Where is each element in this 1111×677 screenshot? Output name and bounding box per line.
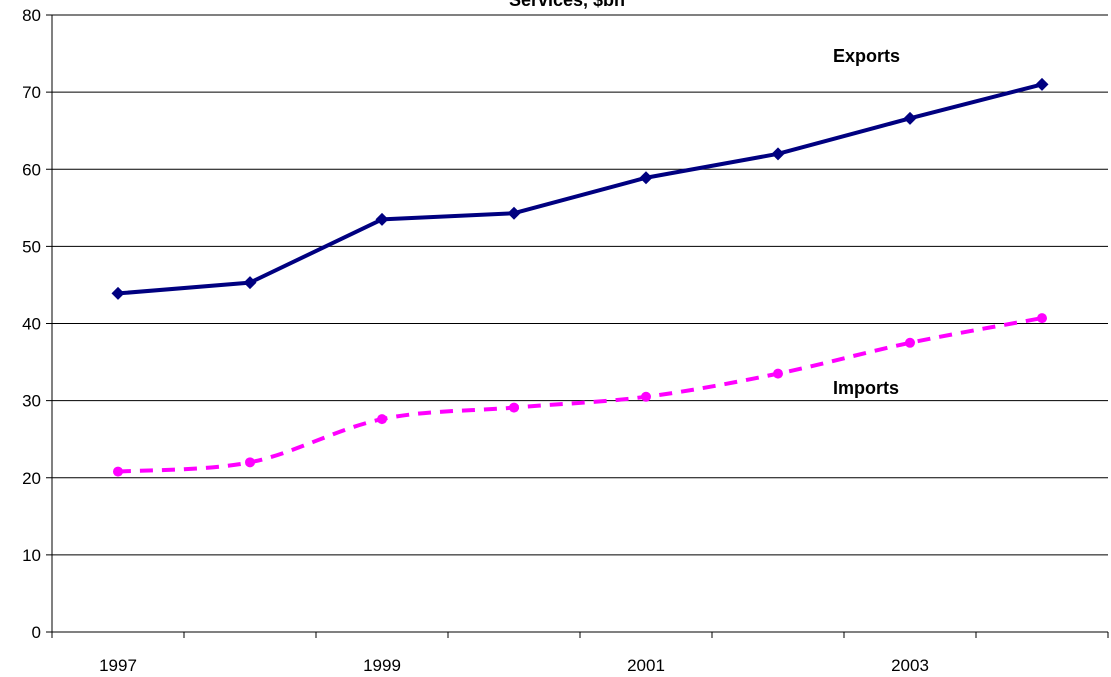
- x-axis-ticks: 1997 1999 2001 2003: [51, 632, 1109, 675]
- y-tick-label-10: 10: [22, 546, 41, 565]
- exports-point-1997: [111, 286, 125, 300]
- y-tick-label-80: 80: [22, 6, 41, 25]
- gridlines: [52, 14, 1108, 556]
- y-tick-label-20: 20: [22, 469, 41, 488]
- exports-point-2004: [1035, 77, 1049, 91]
- imports-series-line: [117, 316, 1043, 474]
- imports-point-1998: [245, 457, 255, 468]
- x-tick-label-1997: 1997: [99, 656, 137, 675]
- exports-point-1998: [243, 276, 257, 290]
- y-tick-label-60: 60: [22, 160, 41, 179]
- series-layer: [111, 77, 1049, 477]
- exports-point-2002: [771, 147, 785, 161]
- imports-series-label: Imports: [833, 378, 899, 398]
- y-tick-label-70: 70: [22, 83, 41, 102]
- imports-point-1999: [377, 414, 387, 425]
- imports-point-2002: [773, 368, 783, 379]
- exports-series-line: [117, 82, 1043, 296]
- imports-point-2001: [641, 391, 651, 402]
- y-tick-label-40: 40: [22, 315, 41, 334]
- chart-title: Services, $bn: [509, 0, 625, 10]
- imports-point-2003: [905, 337, 915, 348]
- y-tick-label-50: 50: [22, 237, 41, 256]
- exports-series-label: Exports: [833, 46, 900, 66]
- x-tick-label-1999: 1999: [363, 656, 401, 675]
- y-tick-label-0: 0: [32, 623, 41, 642]
- x-tick-label-2003: 2003: [891, 656, 929, 675]
- exports-point-2001: [639, 171, 653, 185]
- exports-point-2000: [507, 206, 521, 220]
- imports-point-2000: [509, 402, 519, 413]
- exports-point-1999: [375, 212, 389, 226]
- x-tick-label-2001: 2001: [627, 656, 665, 675]
- imports-point-1997: [113, 466, 123, 477]
- imports-point-2004: [1037, 313, 1047, 324]
- y-axis-ticks: 0 10 20 30 40 50 60 70 80: [22, 6, 52, 642]
- exports-point-2003: [903, 111, 917, 125]
- y-tick-label-30: 30: [22, 392, 41, 411]
